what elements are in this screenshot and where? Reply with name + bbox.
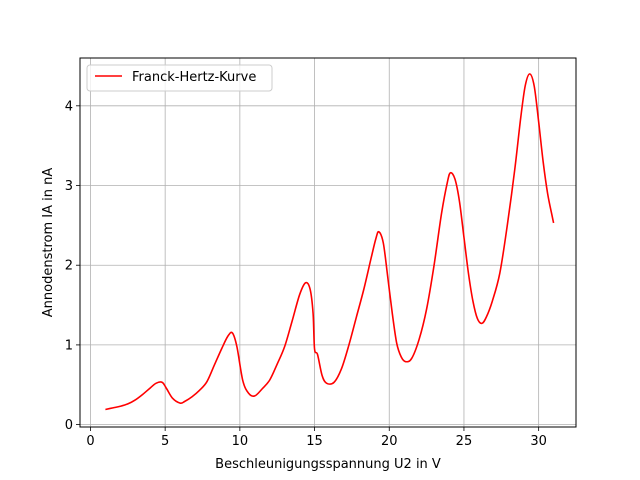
x-tick-label: 5	[161, 434, 169, 449]
x-tick-label: 25	[456, 434, 473, 449]
y-tick-label: 4	[65, 99, 73, 114]
y-tick-label: 1	[65, 338, 73, 353]
y-axis-label: Annodenstrom IA in nA	[41, 168, 56, 318]
legend: Franck-Hertz-Kurve	[86, 64, 273, 92]
series-layer	[105, 73, 555, 411]
plot-frame	[79, 57, 577, 428]
legend-label-franck-hertz: Franck-Hertz-Kurve	[132, 70, 256, 85]
x-tick-label: 30	[530, 434, 547, 449]
x-tick-label: 20	[381, 434, 398, 449]
x-axis-label: Beschleunigungsspannung U2 in V	[215, 457, 441, 472]
x-tick-label: 10	[232, 434, 249, 449]
x-tick-label: 0	[86, 434, 94, 449]
axis-ticks: 0 5 10 15 20 25 30 0 1 2 3 4	[65, 99, 547, 449]
y-tick-label: 2	[65, 259, 73, 274]
grid-lines	[80, 58, 576, 427]
legend-box	[86, 64, 273, 92]
y-tick-label: 0	[65, 418, 73, 433]
series-line-franck-hertz	[105, 73, 555, 411]
y-tick-label: 3	[65, 179, 73, 194]
x-tick-label: 15	[306, 434, 323, 449]
